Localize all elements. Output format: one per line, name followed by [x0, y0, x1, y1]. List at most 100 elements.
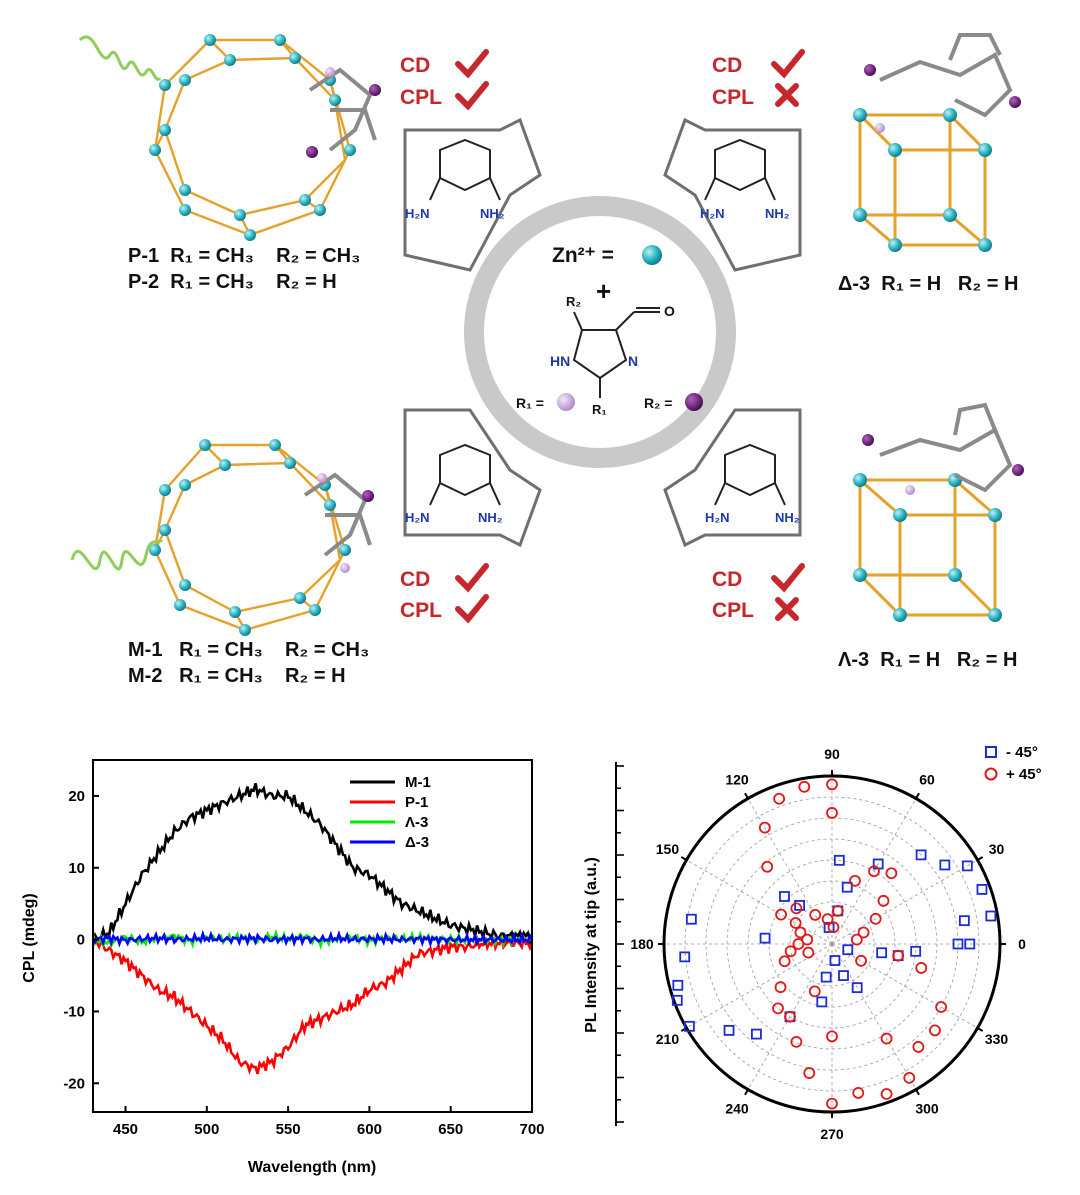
- r1-atom: [340, 563, 350, 573]
- data-point-circle: [852, 1087, 865, 1099]
- cd-label: CD: [400, 568, 430, 591]
- series-line-1: [91, 933, 534, 1076]
- x-tick-label: 450: [113, 1121, 138, 1138]
- data-point-square: [671, 994, 683, 1006]
- diamine-bottom-left: [429, 443, 501, 506]
- r2-legend-label: R₂ =: [644, 395, 672, 411]
- polar-grid-spoke: [831, 798, 917, 945]
- y-tick-label: -20: [63, 1075, 85, 1092]
- data-point-circle: [821, 913, 834, 926]
- legend-label: M-1: [405, 774, 431, 791]
- data-point-circle: [826, 778, 838, 791]
- amine-label: H₂N: [405, 510, 430, 525]
- r2-ball: [685, 393, 703, 411]
- label-p2: P-2 R₁ = CH₃ R₂ = H: [128, 271, 337, 293]
- cube-top-right: [855, 113, 990, 247]
- data-point-square: [679, 951, 691, 963]
- data-point-circle: [903, 1071, 916, 1084]
- zn-node: [224, 54, 236, 66]
- zn-node: [234, 209, 246, 221]
- arrow-frame-top-right: [663, 117, 802, 272]
- zn-node: [244, 229, 256, 241]
- data-point-square: [779, 891, 790, 902]
- zn-node: [943, 108, 957, 122]
- zn-node-group: [853, 108, 1002, 622]
- zn-node: [888, 238, 902, 252]
- zn-node: [943, 208, 957, 222]
- data-point-square: [838, 970, 849, 981]
- polar-scatter-chart: 0 30 60 90 120 150 180 210 240 270 300 330 - 45° + 4…: [583, 744, 1042, 1142]
- plot-frame: [92, 759, 533, 1113]
- series-line-3: [91, 929, 534, 948]
- check-icon: [771, 563, 805, 593]
- data-point-square: [851, 982, 863, 994]
- angle-tick: [915, 792, 920, 800]
- data-point-circle: [850, 933, 863, 946]
- r1-atom: [875, 123, 885, 133]
- legend-label: + 45°: [1006, 766, 1042, 783]
- cd-label: CD: [400, 54, 430, 77]
- r1-substituent: R₁: [592, 402, 607, 417]
- data-point-circle: [912, 1041, 925, 1053]
- data-point-square: [958, 915, 970, 927]
- r1-legend-label: R₁ =: [516, 395, 544, 411]
- data-point-circle: [775, 908, 787, 921]
- data-point-circle: [826, 1097, 838, 1110]
- angle-tick: [744, 1088, 749, 1096]
- zn-node: [893, 508, 907, 522]
- check-icon: [771, 49, 805, 79]
- cross-icon: [775, 83, 799, 107]
- zn-node: [853, 108, 867, 122]
- polar-grid-spoke: [686, 943, 833, 1029]
- y-tick-label: 10: [68, 860, 85, 877]
- radial-axis-label: PL Intensity at tip (a.u.): [583, 857, 600, 1033]
- r2-atom: [1009, 96, 1021, 108]
- legend-label: P-1: [405, 794, 428, 811]
- diamine-top-left: [429, 138, 501, 201]
- check-icon: [455, 81, 489, 111]
- data-point-circle: [877, 894, 890, 907]
- zn-node: [978, 238, 992, 252]
- arrow-frame-bottom-left: [403, 408, 542, 548]
- cd-cpl-bottom-right: CD CPL: [712, 563, 805, 622]
- cpl-spectrum-chart: 450 500 550 600 650 700 -20 -10 0 10 20 M-1 P-1 Λ-3 Δ…: [21, 759, 545, 1176]
- n-label: N: [628, 353, 638, 369]
- zinc-label: Zn²⁺ =: [552, 244, 614, 267]
- data-point-circle: [761, 860, 774, 873]
- data-point-square: [976, 884, 988, 895]
- x-tick-label: 550: [276, 1121, 301, 1138]
- zn-node: [179, 184, 191, 196]
- diamine-bottom-right: [714, 443, 786, 506]
- label-m1: M-1 R₁ = CH₃ R₂ = CH₃: [128, 639, 369, 661]
- ligand-bottom-left: [303, 472, 372, 557]
- imidazole-aldehyde: [572, 307, 660, 398]
- ligand-top-left: [308, 67, 377, 152]
- angle-label: 150: [656, 841, 680, 857]
- angle-label: 180: [630, 936, 654, 952]
- data-point-circle: [849, 874, 861, 887]
- data-point-circle: [809, 909, 822, 921]
- x-tick-label: 600: [357, 1121, 382, 1138]
- legend-marker-square: [985, 746, 997, 758]
- zn-node: [324, 499, 336, 511]
- zn-node: [853, 208, 867, 222]
- angle-tick: [744, 792, 749, 800]
- legend-label: - 45°: [1006, 744, 1038, 761]
- arrow-frame-bottom-right: [663, 408, 802, 548]
- arrow-frame-top-left: [403, 117, 542, 272]
- zn-node-group: [149, 34, 356, 636]
- data-point-circle: [831, 905, 844, 917]
- r1-atom: [325, 67, 335, 77]
- cpl-label: CPL: [712, 599, 754, 622]
- data-point-square: [915, 849, 927, 861]
- cross-icon: [775, 597, 799, 621]
- zn-node: [284, 457, 296, 469]
- check-icon: [455, 594, 489, 624]
- r1-atom: [905, 485, 915, 495]
- angle-tick: [680, 856, 688, 861]
- data-point-square: [842, 944, 854, 956]
- cpl-label: CPL: [400, 86, 442, 109]
- legend-label: Δ-3: [405, 834, 429, 851]
- label-lambda3: Λ-3 R₁ = H R₂ = H: [838, 649, 1017, 671]
- data-point-circle: [758, 821, 771, 834]
